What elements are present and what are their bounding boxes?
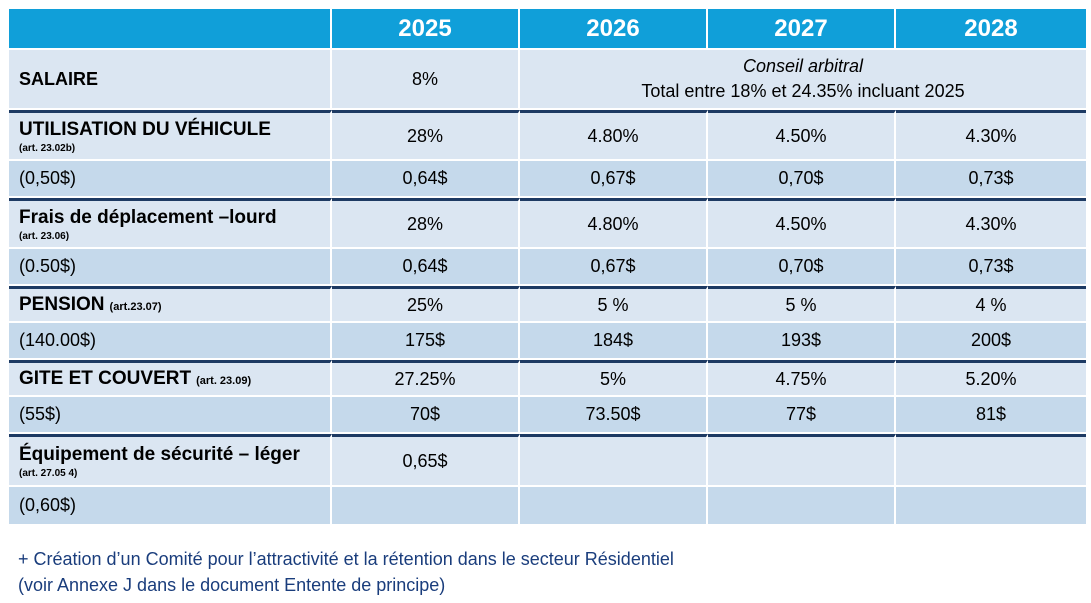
vehicule-amount-2028: 0,73$: [896, 161, 1086, 198]
gite-label-cell: GITE ET COUVERT (art. 23.09): [9, 360, 332, 397]
header-year-2027: 2027: [708, 9, 896, 50]
pension-base: (140.00$): [9, 323, 332, 360]
deplacement-amount-row: (0.50$) 0,64$ 0,67$ 0,70$ 0,73$: [9, 249, 1086, 286]
conseil-arbitral-cell: Conseil arbitral Total entre 18% et 24.3…: [520, 50, 1086, 110]
pension-amount-row: (140.00$) 175$ 184$ 193$ 200$: [9, 323, 1086, 360]
gite-amount-2026: 73.50$: [520, 397, 708, 434]
vehicule-ref: (art. 23.02b): [19, 142, 76, 154]
salaire-label: SALAIRE: [9, 50, 332, 110]
deplacement-ref: (art. 23.06): [19, 230, 70, 242]
equipement-label: Équipement de sécurité – léger: [19, 443, 300, 465]
equipement-amount-2027: [708, 487, 896, 526]
salaire-2025: 8%: [332, 50, 520, 110]
equipement-2027: [708, 434, 896, 487]
deplacement-amount-2027: 0,70$: [708, 249, 896, 286]
pension-2027: 5 %: [708, 286, 896, 323]
pension-2025: 25%: [332, 286, 520, 323]
deplacement-amount-2026: 0,67$: [520, 249, 708, 286]
vehicule-label-cell: UTILISATION DU VÉHICULE (art. 23.02b): [9, 110, 332, 161]
vehicule-amount-2027: 0,70$: [708, 161, 896, 198]
pension-amount-2028: 200$: [896, 323, 1086, 360]
pension-label-cell: PENSION (art.23.07): [9, 286, 332, 323]
salaire-row: SALAIRE 8% Conseil arbitral Total entre …: [9, 50, 1086, 110]
gite-2028: 5.20%: [896, 360, 1086, 397]
gite-base: (55$): [9, 397, 332, 434]
vehicule-base: (0,50$): [9, 161, 332, 198]
pension-label: PENSION: [19, 294, 105, 315]
vehicule-2028: 4.30%: [896, 110, 1086, 161]
gite-amount-2027: 77$: [708, 397, 896, 434]
deplacement-2027: 4.50%: [708, 198, 896, 249]
pension-2026: 5 %: [520, 286, 708, 323]
gite-amount-2028: 81$: [896, 397, 1086, 434]
footnote-line-2: (voir Annexe J dans le document Entente …: [18, 575, 446, 595]
footnote-line-1: + Création d’un Comité pour l’attractivi…: [18, 549, 674, 569]
pension-amount-2025: 175$: [332, 323, 520, 360]
vehicule-amount-2025: 0,64$: [332, 161, 520, 198]
gite-ref: (art. 23.09): [196, 375, 252, 387]
vehicule-2026: 4.80%: [520, 110, 708, 161]
deplacement-2026: 4.80%: [520, 198, 708, 249]
pension-amount-2027: 193$: [708, 323, 896, 360]
equipement-row: Équipement de sécurité – léger (art. 27.…: [9, 434, 1086, 487]
gite-label: GITE ET COUVERT: [19, 368, 192, 389]
deplacement-2025: 28%: [332, 198, 520, 249]
pension-row: PENSION (art.23.07) 25% 5 % 5 % 4 %: [9, 286, 1086, 323]
equipement-base: (0,60$): [9, 487, 332, 526]
header-year-2025: 2025: [332, 9, 520, 50]
header-row: 2025 2026 2027 2028: [9, 9, 1086, 50]
vehicule-row: UTILISATION DU VÉHICULE (art. 23.02b) 28…: [9, 110, 1086, 161]
vehicule-label: UTILISATION DU VÉHICULE: [19, 118, 271, 140]
equipement-2026: [520, 434, 708, 487]
conseil-arbitral-title: Conseil arbitral: [742, 56, 864, 76]
equipement-amount-2028: [896, 487, 1086, 526]
pension-amount-2026: 184$: [520, 323, 708, 360]
vehicule-2027: 4.50%: [708, 110, 896, 161]
header-year-2028: 2028: [896, 9, 1086, 50]
footnote: + Création d’un Comité pour l’attractivi…: [18, 546, 674, 598]
header-year-2026: 2026: [520, 9, 708, 50]
equipement-amount-row: (0,60$): [9, 487, 1086, 526]
gite-2026: 5%: [520, 360, 708, 397]
pension-2028: 4 %: [896, 286, 1086, 323]
gite-2027: 4.75%: [708, 360, 896, 397]
equipement-amount-2026: [520, 487, 708, 526]
conseil-arbitral-text: Total entre 18% et 24.35% incluant 2025: [641, 81, 965, 101]
gite-row: GITE ET COUVERT (art. 23.09) 27.25% 5% 4…: [9, 360, 1086, 397]
equipement-amount-2025: [332, 487, 520, 526]
deplacement-label: Frais de déplacement –lourd: [19, 206, 277, 228]
header-blank-cell: [9, 9, 332, 50]
deplacement-row: Frais de déplacement –lourd (art. 23.06)…: [9, 198, 1086, 249]
deplacement-label-cell: Frais de déplacement –lourd (art. 23.06): [9, 198, 332, 249]
gite-amount-2025: 70$: [332, 397, 520, 434]
vehicule-amount-row: (0,50$) 0,64$ 0,67$ 0,70$ 0,73$: [9, 161, 1086, 198]
pension-ref: (art.23.07): [109, 301, 162, 313]
deplacement-amount-2025: 0,64$: [332, 249, 520, 286]
deplacement-amount-2028: 0,73$: [896, 249, 1086, 286]
equipement-2028: [896, 434, 1086, 487]
gite-2025: 27.25%: [332, 360, 520, 397]
deplacement-base: (0.50$): [9, 249, 332, 286]
vehicule-2025: 28%: [332, 110, 520, 161]
equipement-ref: (art. 27.05 4): [19, 467, 78, 479]
equipement-label-cell: Équipement de sécurité – léger (art. 27.…: [9, 434, 332, 487]
rates-table: 2025 2026 2027 2028 SALAIRE 8% Conseil a…: [9, 9, 1086, 526]
equipement-2025: 0,65$: [332, 434, 520, 487]
deplacement-2028: 4.30%: [896, 198, 1086, 249]
vehicule-amount-2026: 0,67$: [520, 161, 708, 198]
gite-amount-row: (55$) 70$ 73.50$ 77$ 81$: [9, 397, 1086, 434]
